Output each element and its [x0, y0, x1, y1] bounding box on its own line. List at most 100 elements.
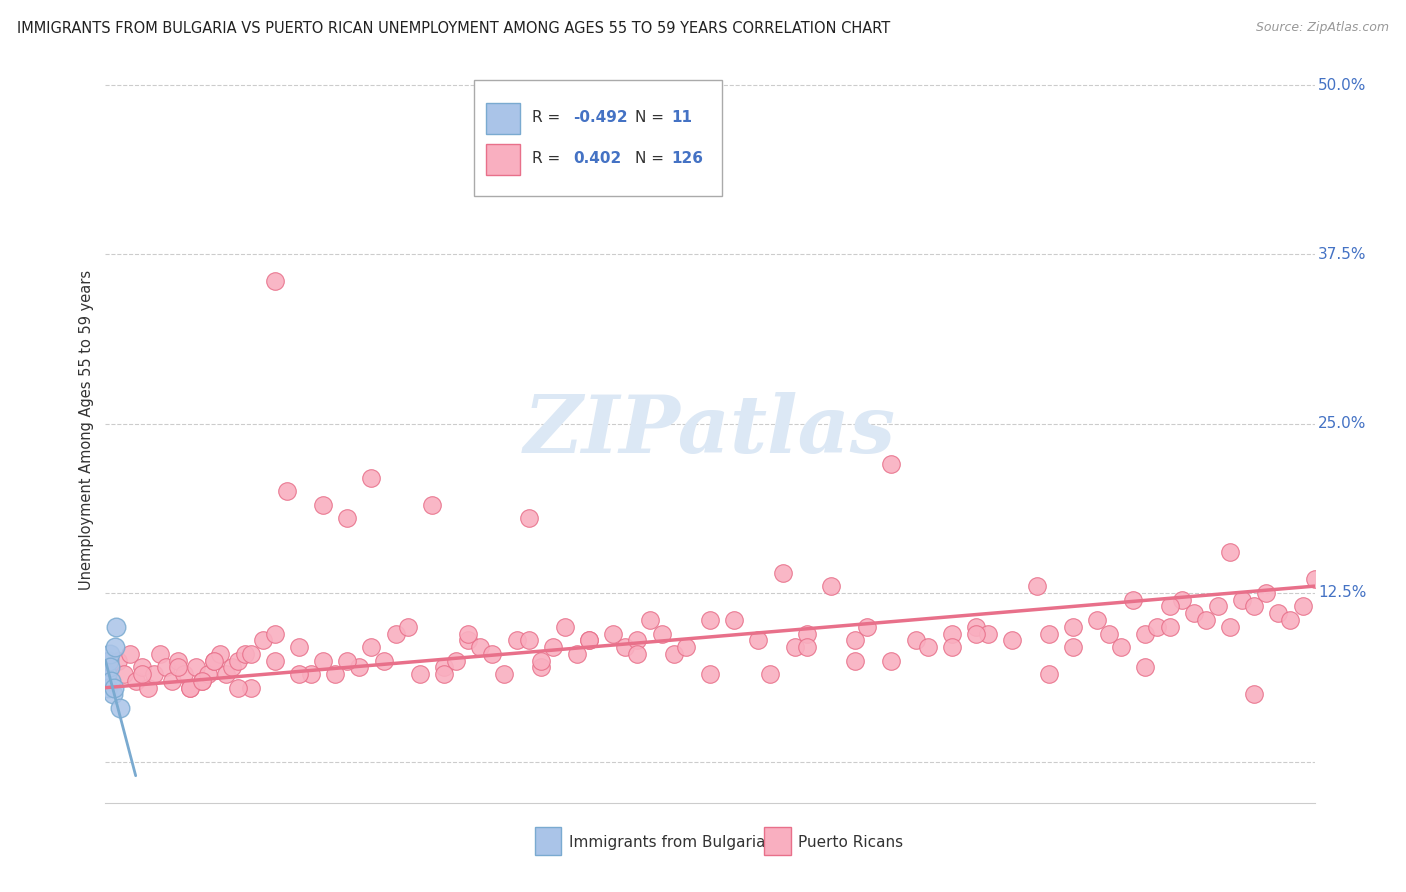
- Point: [233, 647, 256, 661]
- Point: [941, 640, 963, 654]
- Point: [651, 626, 673, 640]
- Point: [336, 511, 359, 525]
- Point: [1038, 667, 1060, 681]
- Point: [977, 626, 1000, 640]
- FancyBboxPatch shape: [765, 827, 792, 855]
- Point: [1206, 599, 1229, 614]
- Point: [820, 579, 842, 593]
- Point: [614, 640, 637, 654]
- Point: [276, 484, 298, 499]
- Point: [638, 613, 661, 627]
- Point: [1230, 592, 1253, 607]
- Point: [263, 626, 285, 640]
- Point: [108, 701, 131, 715]
- Point: [796, 626, 818, 640]
- Point: [433, 667, 456, 681]
- Point: [149, 647, 172, 661]
- Point: [105, 620, 128, 634]
- Point: [1159, 599, 1181, 614]
- Point: [191, 673, 214, 688]
- Point: [457, 633, 479, 648]
- Text: Source: ZipAtlas.com: Source: ZipAtlas.com: [1256, 21, 1389, 34]
- Text: -0.492: -0.492: [574, 110, 628, 125]
- Point: [626, 633, 648, 648]
- Point: [142, 667, 165, 681]
- Point: [541, 640, 564, 654]
- Point: [98, 660, 121, 674]
- Point: [481, 647, 503, 661]
- Text: 25.0%: 25.0%: [1319, 417, 1367, 431]
- FancyBboxPatch shape: [534, 827, 561, 855]
- Text: 126: 126: [671, 151, 703, 166]
- Text: 37.5%: 37.5%: [1319, 247, 1367, 262]
- Point: [626, 647, 648, 661]
- Y-axis label: Unemployment Among Ages 55 to 59 years: Unemployment Among Ages 55 to 59 years: [79, 270, 94, 591]
- Point: [252, 633, 274, 648]
- Point: [1122, 592, 1144, 607]
- Point: [1279, 613, 1302, 627]
- Point: [167, 654, 190, 668]
- Point: [772, 566, 794, 580]
- Point: [602, 626, 624, 640]
- Point: [747, 633, 769, 648]
- Point: [209, 647, 232, 661]
- Point: [1243, 599, 1265, 614]
- Point: [215, 667, 238, 681]
- Point: [179, 681, 201, 695]
- Text: R =: R =: [533, 151, 565, 166]
- Point: [96, 667, 118, 681]
- Point: [530, 660, 553, 674]
- Point: [173, 667, 195, 681]
- Point: [433, 660, 456, 674]
- Text: 0.402: 0.402: [574, 151, 621, 166]
- Point: [578, 633, 600, 648]
- Point: [1025, 579, 1047, 593]
- Point: [1159, 620, 1181, 634]
- Point: [160, 673, 183, 688]
- Point: [349, 660, 371, 674]
- Point: [517, 511, 540, 525]
- Point: [457, 626, 479, 640]
- Point: [1219, 620, 1241, 634]
- Point: [396, 620, 419, 634]
- FancyBboxPatch shape: [486, 103, 520, 134]
- Text: IMMIGRANTS FROM BULGARIA VS PUERTO RICAN UNEMPLOYMENT AMONG AGES 55 TO 59 YEARS : IMMIGRANTS FROM BULGARIA VS PUERTO RICAN…: [17, 21, 890, 36]
- Point: [420, 498, 443, 512]
- Point: [759, 667, 782, 681]
- Point: [1038, 626, 1060, 640]
- Point: [101, 688, 124, 702]
- Point: [98, 654, 121, 668]
- Point: [228, 681, 250, 695]
- Point: [723, 613, 745, 627]
- Point: [104, 640, 127, 654]
- Point: [941, 626, 963, 640]
- Text: R =: R =: [533, 110, 565, 125]
- Point: [263, 654, 285, 668]
- Point: [98, 647, 121, 661]
- Point: [1135, 626, 1157, 640]
- Point: [197, 667, 219, 681]
- Point: [360, 640, 382, 654]
- Point: [136, 681, 159, 695]
- Point: [202, 654, 225, 668]
- Point: [167, 660, 190, 674]
- Point: [844, 654, 866, 668]
- Point: [554, 620, 576, 634]
- Point: [409, 667, 432, 681]
- Text: ZIPatlas: ZIPatlas: [524, 392, 896, 469]
- Text: N =: N =: [636, 110, 669, 125]
- Point: [118, 647, 141, 661]
- Point: [856, 620, 879, 634]
- Point: [312, 654, 335, 668]
- Point: [228, 654, 250, 668]
- Point: [965, 620, 987, 634]
- Point: [360, 471, 382, 485]
- Point: [1267, 606, 1289, 620]
- Point: [904, 633, 927, 648]
- Point: [155, 660, 177, 674]
- FancyBboxPatch shape: [486, 144, 520, 175]
- Point: [288, 640, 311, 654]
- Point: [1062, 640, 1084, 654]
- Point: [880, 654, 903, 668]
- Point: [662, 647, 685, 661]
